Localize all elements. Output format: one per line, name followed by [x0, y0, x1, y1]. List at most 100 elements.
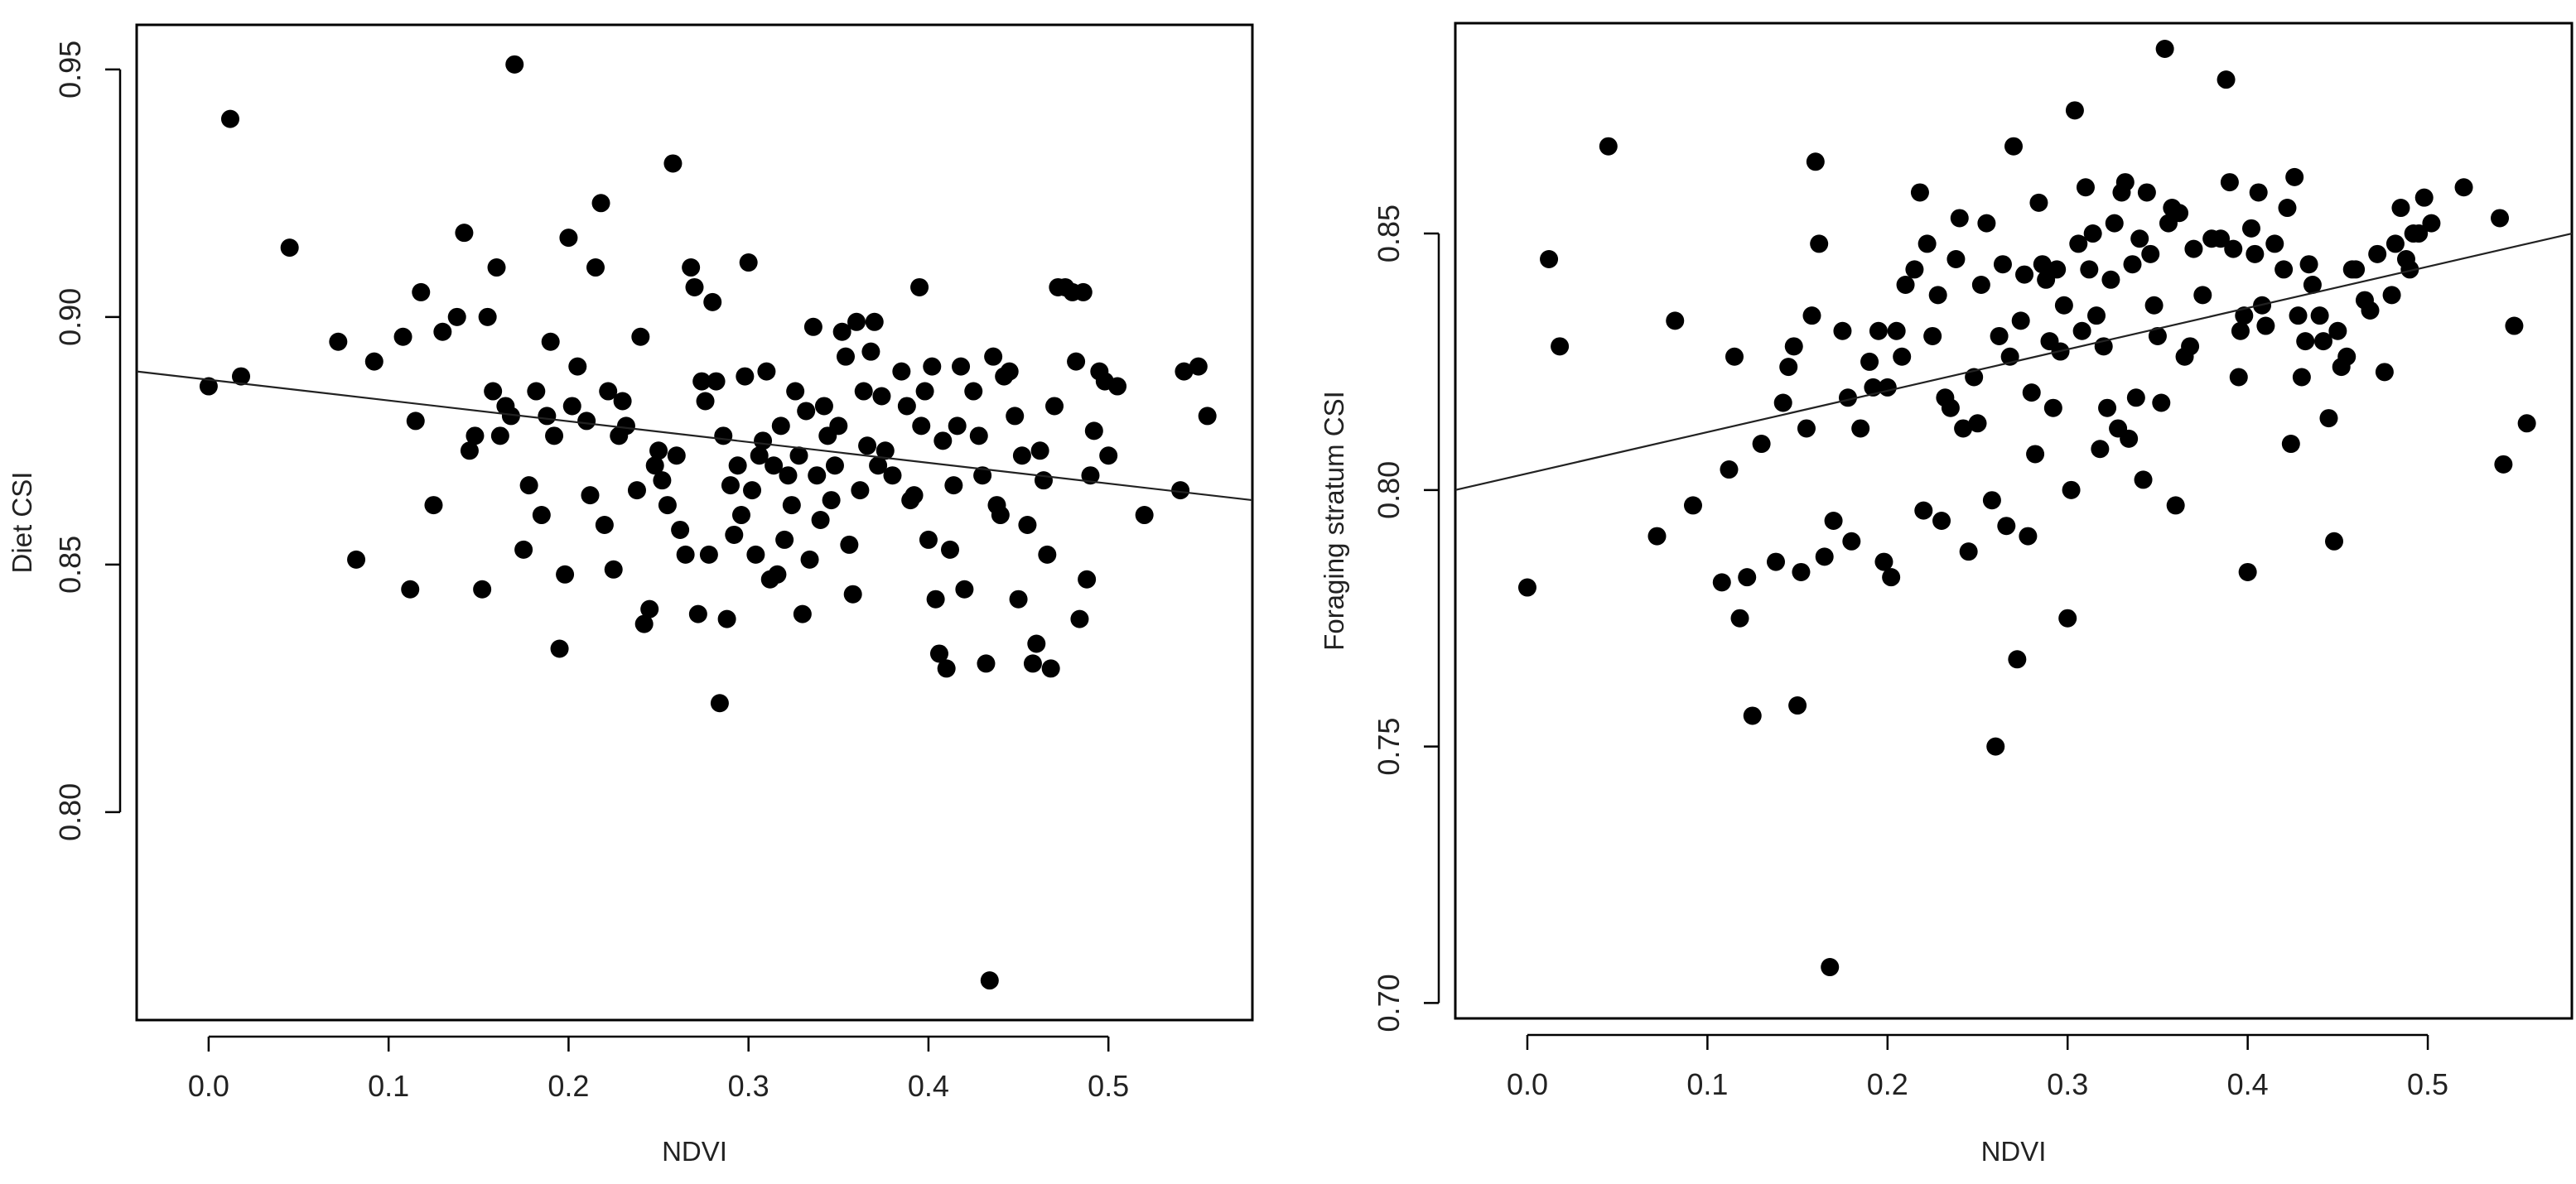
data-point [1045, 397, 1064, 416]
data-point [808, 466, 827, 485]
data-point [2505, 316, 2524, 335]
data-point [501, 407, 520, 426]
x-tick-label: 0.0 [188, 1069, 229, 1103]
data-point [2065, 101, 2084, 120]
data-point [2144, 296, 2164, 315]
data-point [1910, 183, 1929, 202]
data-point [829, 416, 848, 436]
data-point [1968, 414, 1987, 433]
y-axis-title: Diet CSI [7, 472, 37, 574]
data-point [904, 486, 924, 505]
data-point [1797, 419, 1816, 438]
data-point [676, 545, 695, 564]
data-point [2019, 527, 2038, 546]
data-point [2011, 311, 2030, 330]
data-point [2170, 204, 2189, 223]
data-point [1932, 512, 1951, 530]
foraging-stratum-csi-scatter-panel: 0.0 0.1 0.2 0.3 0.4 0.5 0.70 0.75 0.80 0.85 NDVI Fo… [1319, 22, 2574, 1167]
data-point [640, 599, 659, 618]
data-point [2289, 306, 2308, 325]
data-point [699, 545, 718, 564]
data-point [2015, 265, 2034, 284]
data-point [825, 456, 844, 475]
y-tick-label: 0.85 [53, 536, 87, 594]
data-point [2217, 70, 2236, 89]
data-point [1810, 234, 1829, 253]
data-point [1792, 562, 1811, 581]
data-point [2134, 470, 2153, 489]
data-point [1018, 515, 1037, 534]
data-point [923, 357, 942, 376]
data-point [854, 382, 873, 401]
data-point [667, 446, 686, 465]
data-point [455, 224, 474, 243]
data-point [1073, 282, 1093, 301]
x-tick-label: 0.4 [908, 1069, 949, 1103]
data-point [595, 515, 614, 534]
data-point [562, 397, 581, 416]
data-point [2313, 332, 2332, 351]
data-point [2235, 306, 2254, 325]
data-point [1725, 347, 1744, 366]
data-point [897, 397, 916, 416]
data-point [1959, 542, 1978, 561]
data-point [1982, 491, 2001, 510]
data-point [634, 614, 654, 633]
data-point [2220, 173, 2239, 192]
data-point [836, 347, 855, 366]
data-point [2029, 193, 2048, 212]
data-point [1027, 634, 1046, 653]
data-point [401, 580, 420, 599]
data-point [1878, 378, 1897, 397]
data-point [364, 352, 384, 371]
data-point [2033, 255, 2052, 274]
data-point [2130, 229, 2149, 248]
data-point [527, 382, 546, 401]
data-point [604, 560, 623, 579]
data-point [2303, 275, 2322, 294]
data-point [685, 277, 704, 296]
data-point [645, 456, 664, 475]
data-point [2022, 383, 2041, 402]
data-point [1038, 545, 1057, 564]
data-point [2310, 306, 2329, 325]
data-point [466, 426, 485, 445]
data-point [1041, 659, 1060, 678]
data-point [750, 446, 769, 465]
data-point [581, 486, 600, 505]
data-point [1738, 568, 1757, 587]
data-point [412, 282, 431, 301]
x-tick-label: 0.3 [728, 1069, 769, 1103]
data-point [199, 377, 218, 396]
data-point [2361, 301, 2380, 320]
data-point [1773, 393, 1792, 412]
data-point [1905, 260, 1924, 279]
data-point [2375, 363, 2394, 382]
x-tick-label: 0.1 [1686, 1067, 1728, 1101]
data-point [929, 644, 948, 663]
data-point [490, 426, 509, 445]
data-point [591, 194, 610, 213]
data-point [1108, 377, 1127, 396]
data-point [2152, 393, 2171, 412]
data-point [721, 476, 740, 495]
regression-line [136, 370, 1253, 502]
data-point [2072, 321, 2091, 340]
data-point [1078, 570, 1097, 589]
y-tick-label: 0.80 [53, 783, 87, 841]
data-point [1009, 590, 1028, 609]
data-point [858, 436, 877, 455]
data-point [2155, 39, 2174, 58]
data-point [2008, 650, 2027, 669]
data-point [1842, 532, 1861, 551]
data-point [1824, 512, 1843, 530]
data-point [703, 292, 722, 311]
data-point [797, 402, 816, 421]
data-point [944, 476, 963, 495]
data-point [746, 545, 765, 564]
data-point [1517, 578, 1536, 597]
y-tick-label: 0.70 [1372, 974, 1406, 1032]
data-point [505, 55, 524, 74]
data-point [1599, 137, 1618, 156]
data-point [1821, 958, 1840, 977]
